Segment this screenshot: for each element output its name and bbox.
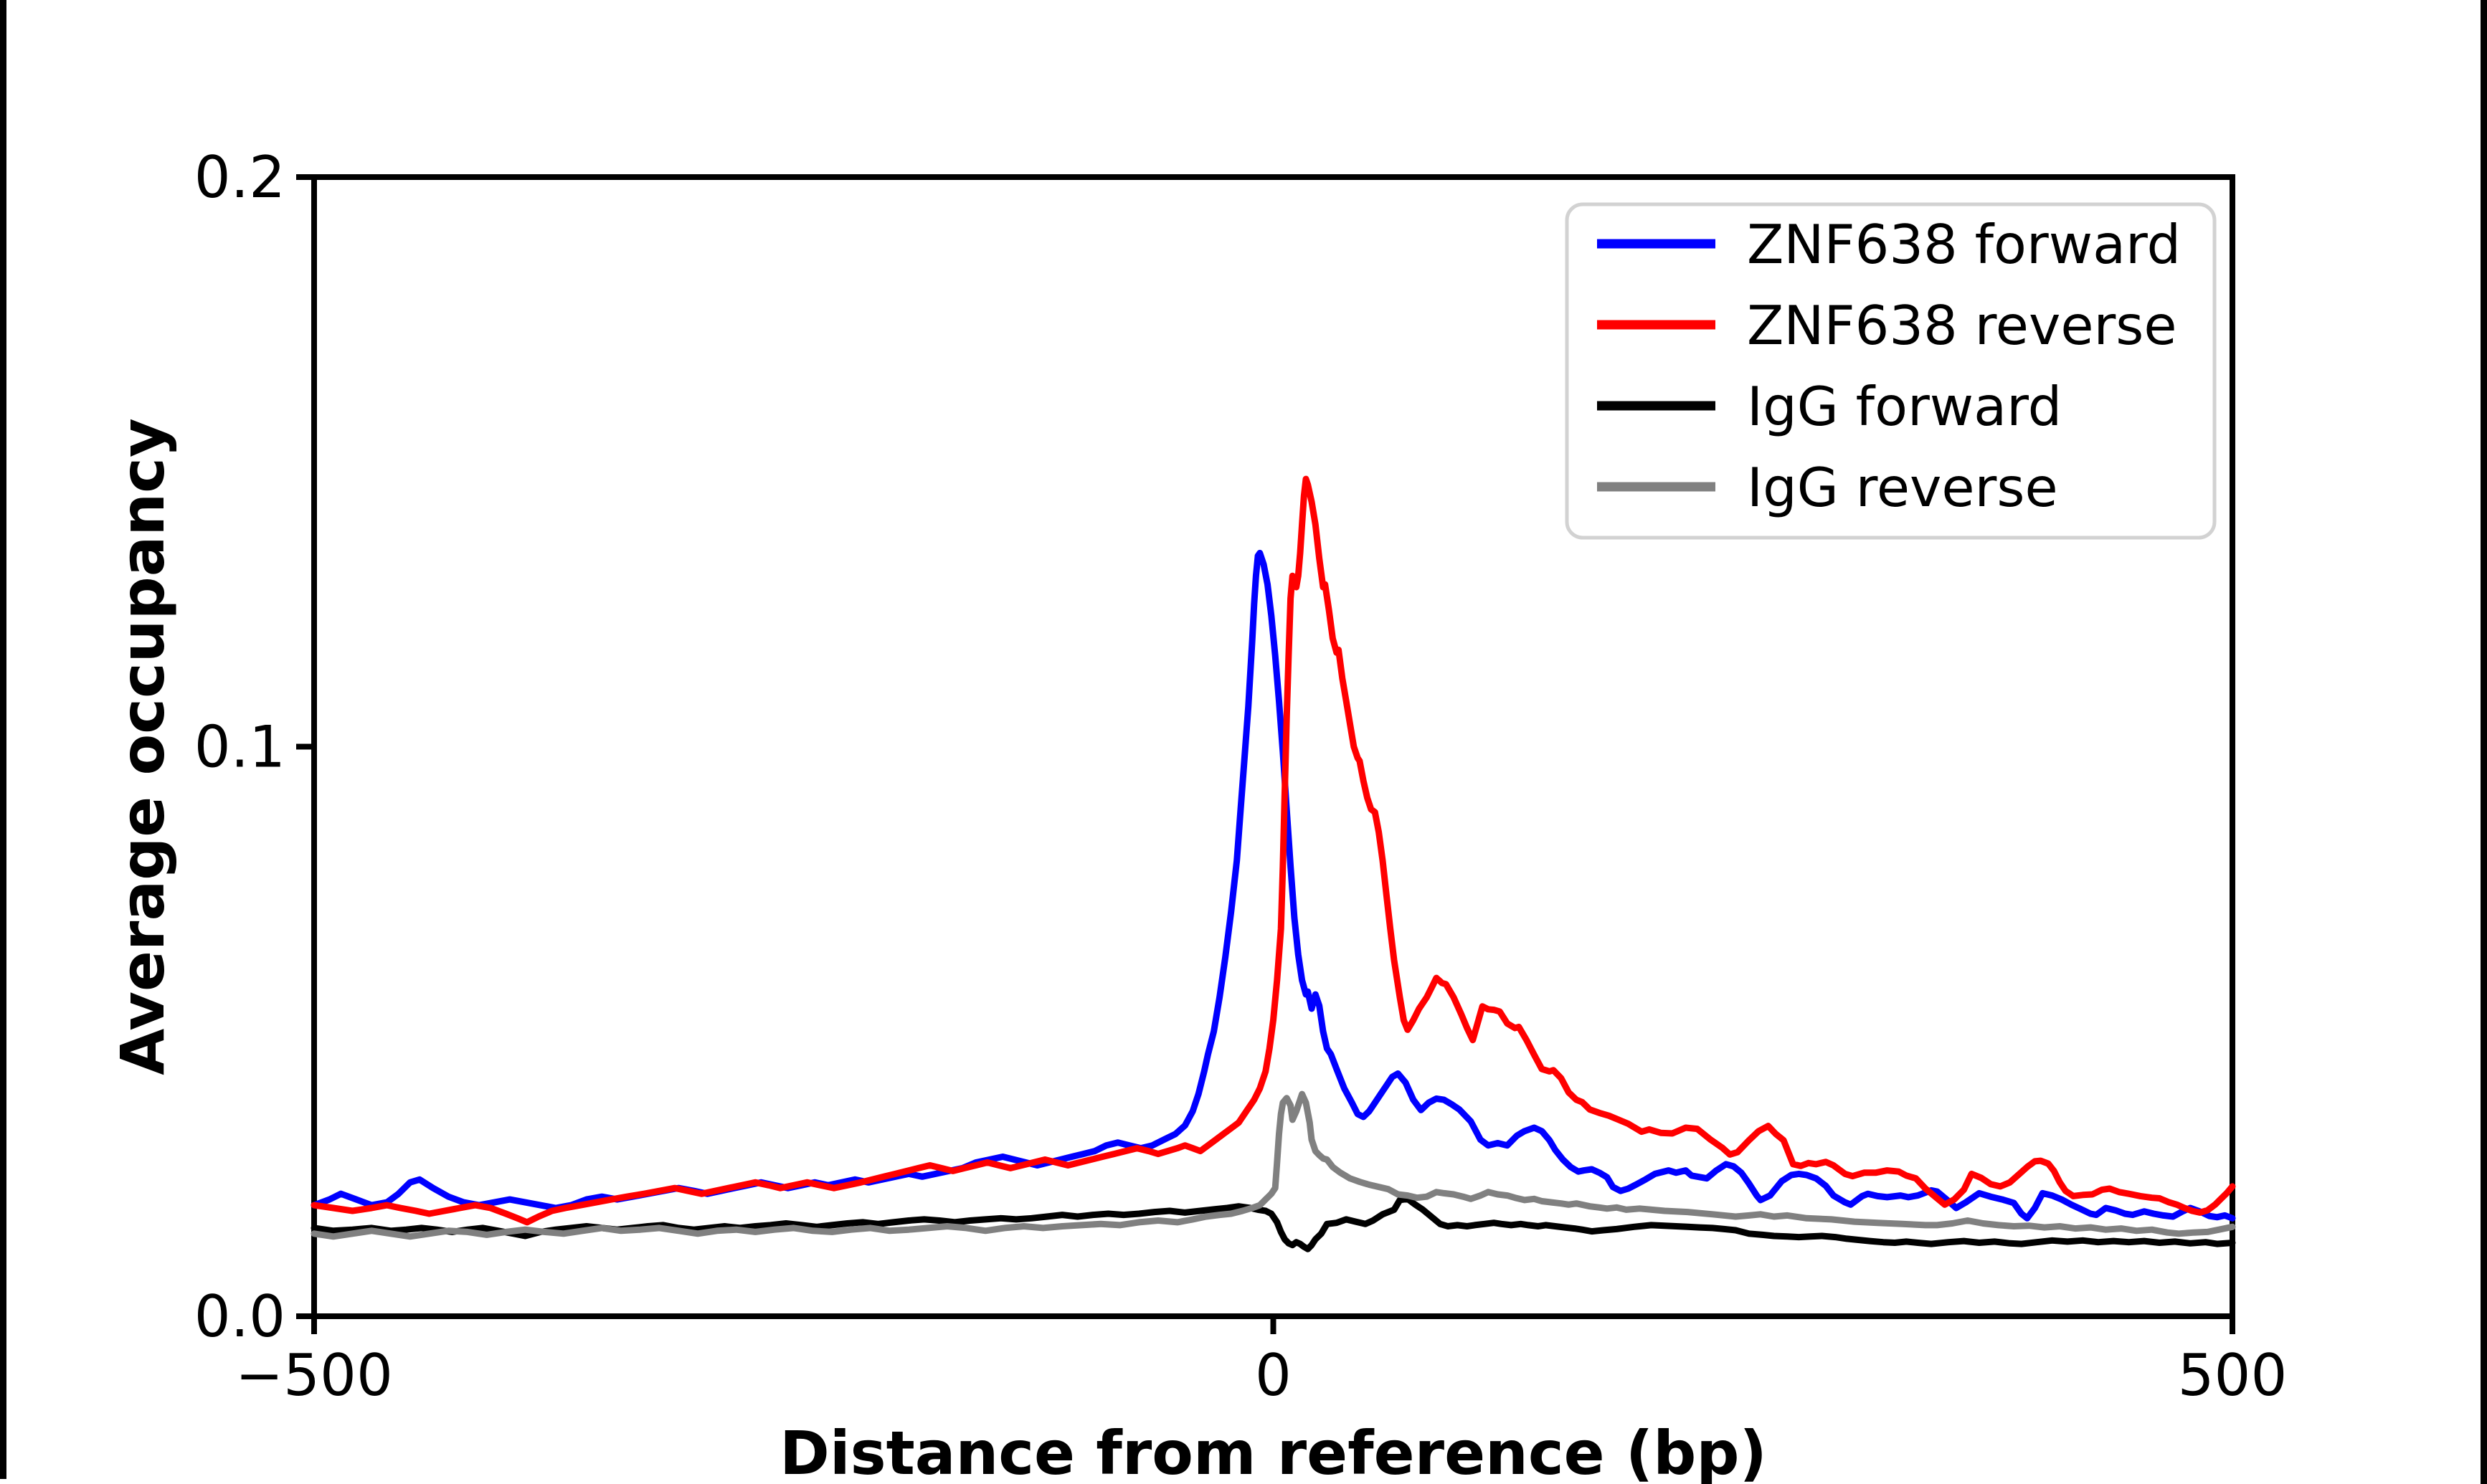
screenshot-edge-bar-right [2481, 0, 2487, 1484]
legend-label-znf638-forward: ZNF638 forward [1747, 213, 2181, 276]
x-axis-label: Distance from reference (bp) [780, 1418, 1767, 1484]
legend: ZNF638 forward ZNF638 reverse IgG forward I… [1565, 202, 2217, 540]
series-znf638-forward-line [311, 549, 2236, 1222]
legend-label-igg-forward: IgG forward [1747, 375, 2062, 438]
x-tick-label: 0 [1255, 1342, 1292, 1409]
series-igg-forward-line [311, 1195, 2236, 1252]
legend-box [1565, 202, 2217, 540]
axis-ticks [296, 174, 2235, 1334]
y-axis-label: Average occupancy [108, 418, 178, 1075]
series-igg-reverse-line [311, 1090, 2236, 1240]
axis-tick-labels: −500 0 500 0.0 0.1 0.2 [194, 144, 2288, 1409]
y-tick-label: 0.1 [194, 714, 285, 781]
legend-label-igg-reverse: IgG reverse [1747, 456, 2058, 519]
x-tick-label: 500 [2178, 1342, 2288, 1409]
data-series [311, 475, 2236, 1252]
y-tick-label: 0.0 [194, 1283, 285, 1350]
y-tick-label: 0.2 [194, 144, 285, 211]
legend-label-znf638-reverse: ZNF638 reverse [1747, 294, 2177, 357]
series-znf638-reverse-line [311, 475, 2236, 1226]
screenshot-edge-bar-left [0, 0, 6, 1479]
x-tick-label: −500 [235, 1342, 393, 1409]
